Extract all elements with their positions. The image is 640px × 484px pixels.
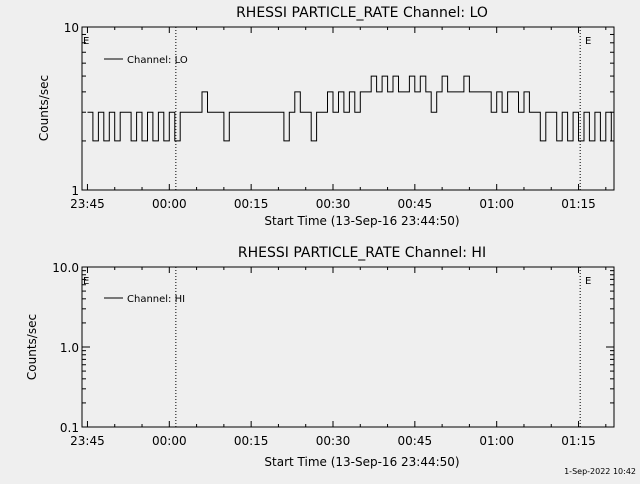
x-tick-label: 00:15: [234, 434, 269, 448]
x-tick-label: 23:45: [70, 197, 105, 211]
series-line: [87, 75, 612, 142]
legend-label: Channel: LO: [127, 55, 188, 66]
x-tick-label: 01:15: [561, 197, 596, 211]
y-axis-label: Counts/sec: [37, 75, 51, 141]
panel-hi: RHESSI PARTICLE_RATE Channel: HI 23:45 00…: [25, 245, 615, 469]
y-axis-label: Counts/sec: [25, 314, 39, 380]
x-tick-label: 00:30: [316, 197, 351, 211]
x-tick-label: 01:00: [479, 434, 514, 448]
y-tick-label: 10.0: [52, 261, 79, 275]
y-tick-label: 1: [71, 184, 79, 198]
event-marker: E: [83, 276, 89, 287]
chart-title: RHESSI PARTICLE_RATE Channel: HI: [238, 245, 486, 261]
x-tick-label: 01:00: [479, 197, 514, 211]
chart-title: RHESSI PARTICLE_RATE Channel: LO: [236, 5, 488, 21]
event-marker: E: [83, 36, 89, 47]
x-tick-label: 00:30: [316, 434, 351, 448]
plot-frame: [81, 26, 615, 191]
x-tick-label: 23:45: [70, 434, 105, 448]
y-tick-label: 1.0: [60, 341, 79, 355]
x-axis-label: Start Time (13-Sep-16 23:44:50): [264, 455, 459, 469]
event-marker: E: [585, 276, 591, 287]
x-tick-label: 00:45: [398, 434, 433, 448]
x-tick-label: 00:45: [398, 197, 433, 211]
x-tick-label: 00:15: [234, 197, 269, 211]
legend-label: Channel: HI: [127, 294, 185, 305]
x-tick-label: 00:00: [152, 197, 187, 211]
x-tick-label: 01:15: [561, 434, 596, 448]
y-tick-label: 0.1: [60, 421, 79, 435]
x-tick-label: 00:00: [152, 434, 187, 448]
footer-timestamp: 1-Sep-2022 10:42: [564, 467, 636, 476]
plot-frame: [81, 266, 615, 428]
panel-lo: RHESSI PARTICLE_RATE Channel: LO 23:45 00…: [37, 5, 615, 228]
event-marker: E: [585, 36, 591, 47]
y-tick-label: 10: [64, 21, 79, 35]
x-axis-label: Start Time (13-Sep-16 23:44:50): [264, 214, 459, 228]
